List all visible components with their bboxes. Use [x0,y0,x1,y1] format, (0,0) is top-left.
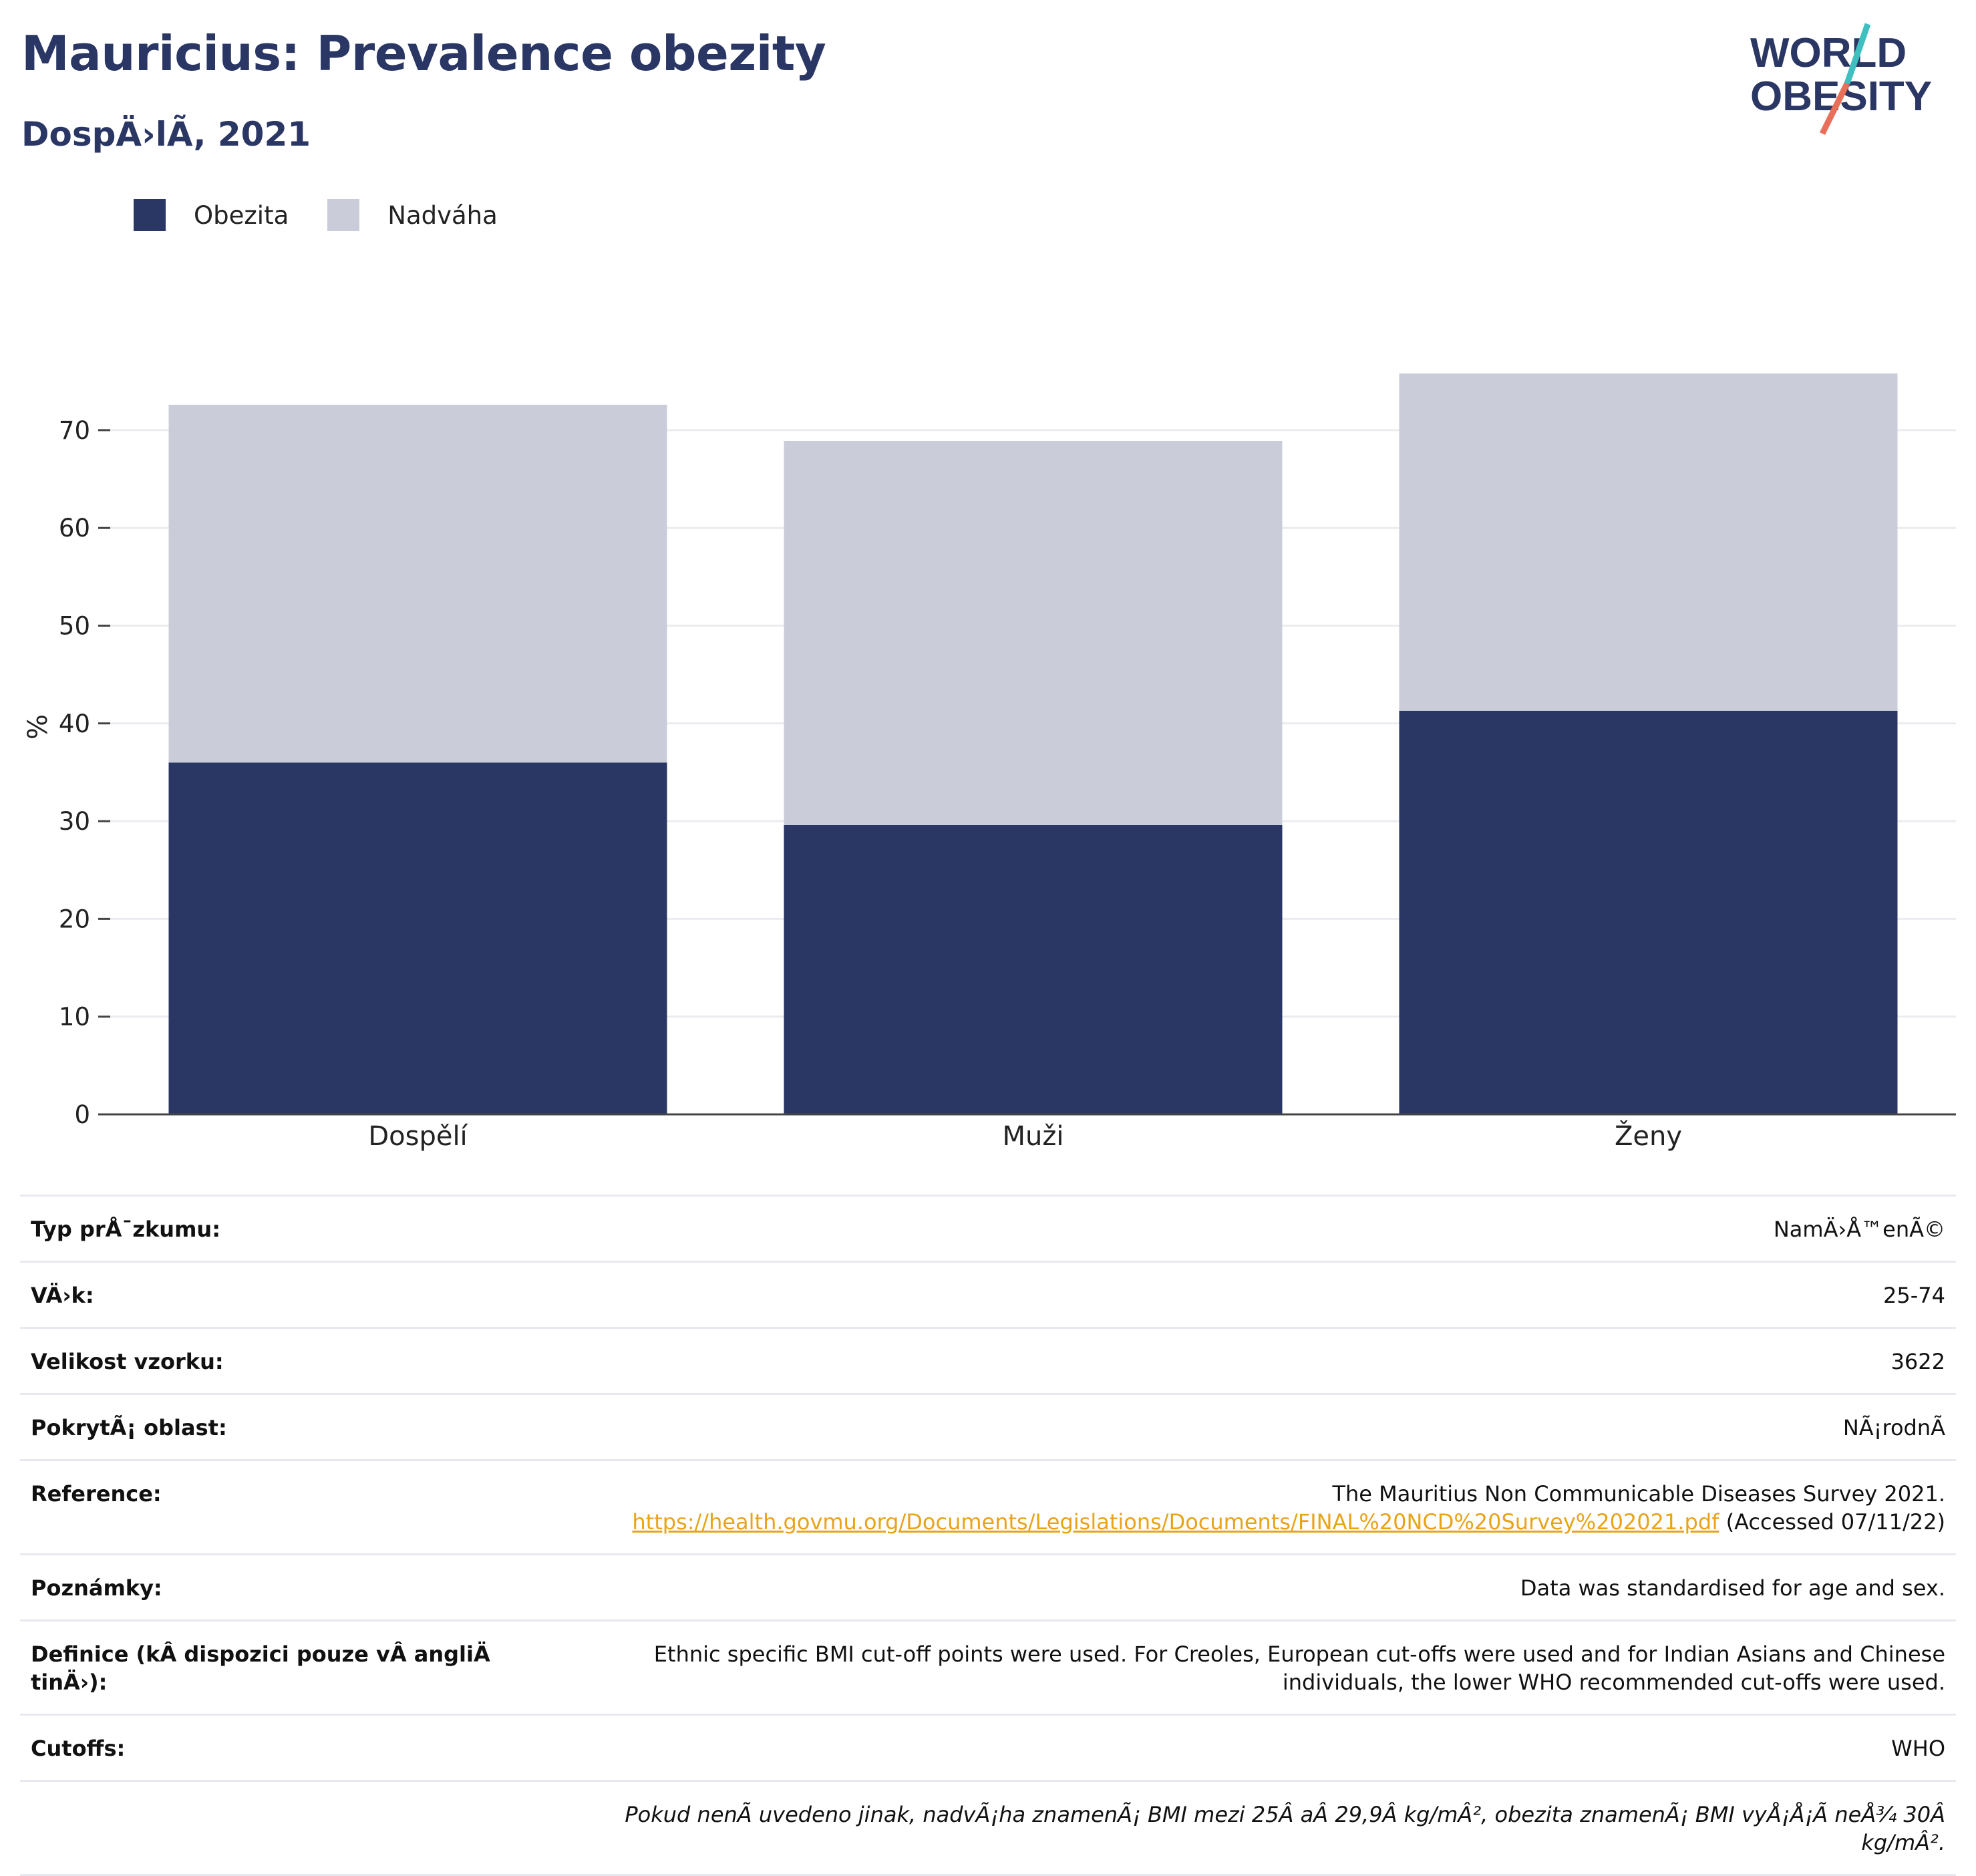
bar-nadvaha [168,405,667,762]
info-key: PokrytÃ¡ oblast: [31,1414,538,1442]
y-axis-label: % [23,714,53,740]
info-key: Poznámky: [31,1574,538,1602]
y-tick-label: 40 [59,710,90,738]
info-value: Data was standardised for age and sex. [538,1574,1945,1602]
y-tick-label: 20 [59,905,90,933]
y-tick-label: 0 [74,1100,90,1129]
x-tick-label: Ženy [1615,1120,1682,1152]
info-row-notes: Poznámky: Data was standardised for age … [20,1553,1956,1619]
footnote: Pokud nenÃ uvedeno jinak, nadvÃ¡ha zname… [538,1801,1945,1857]
x-tick-label: Muži [1003,1121,1064,1152]
bar-nadvaha [784,441,1282,825]
info-row-area: PokrytÃ¡ oblast: NÃ¡rodnÃ [20,1393,1956,1459]
info-value: WHO [538,1734,1945,1762]
bar-obezita [168,762,667,1114]
reference-text: The Mauritius Non Communicable Diseases … [1332,1481,1945,1507]
info-key: Definice (kÂ dispozici pouze vÂ angliÄ t… [31,1640,538,1696]
info-value: NÃ¡rodnÃ [538,1414,1945,1442]
bar-obezita [784,825,1282,1114]
info-value: NamÄ›Å™enÃ© [538,1215,1945,1243]
info-table: Typ prÅ¯zkumu: NamÄ›Å™enÃ© VÄ›k: 25-74 V… [20,1195,1956,1876]
info-row-reference: Reference: The Mauritius Non Communicabl… [20,1459,1956,1553]
info-value: The Mauritius Non Communicable Diseases … [538,1480,1945,1536]
info-row-sample-size: Velikost vzorku: 3622 [20,1327,1956,1393]
y-tick-label: 70 [59,416,90,445]
info-key: Reference: [31,1480,538,1536]
reference-accessed: (Accessed 07/11/22) [1719,1509,1945,1535]
info-value: 3622 [538,1348,1945,1376]
info-row-cutoffs: Cutoffs: WHO [20,1714,1956,1780]
y-tick-label: 60 [59,514,90,542]
x-tick-label: Dospělí [368,1121,468,1152]
bar-nadvaha [1399,373,1897,711]
info-key: Velikost vzorku: [31,1348,538,1376]
info-row-survey-type: Typ prÅ¯zkumu: NamÄ›Å™enÃ© [20,1195,1956,1261]
y-tick-label: 10 [59,1003,90,1032]
info-value: 25-74 [538,1281,1945,1309]
info-row-footnote: Pokud nenÃ uvedeno jinak, nadvÃ¡ha zname… [20,1780,1956,1876]
y-tick-label: 50 [59,612,90,641]
reference-link[interactable]: https://health.govmu.org/Documents/Legis… [632,1509,1719,1535]
y-tick-label: 30 [59,807,90,836]
info-row-definition: Definice (kÂ dispozici pouze vÂ angliÄ t… [20,1619,1956,1714]
bar-obezita [1399,711,1897,1114]
stacked-bar-chart: 0 10 20 30 40 50 60 70% Dospělí Muži Ženy [0,0,1976,1176]
info-key: VÄ›k: [31,1281,538,1309]
info-key-empty [31,1801,538,1857]
info-row-age: VÄ›k: 25-74 [20,1261,1956,1327]
info-key: Typ prÅ¯zkumu: [31,1215,538,1243]
info-value: Ethnic specific BMI cut-off points were … [538,1640,1945,1696]
info-key: Cutoffs: [31,1734,538,1762]
